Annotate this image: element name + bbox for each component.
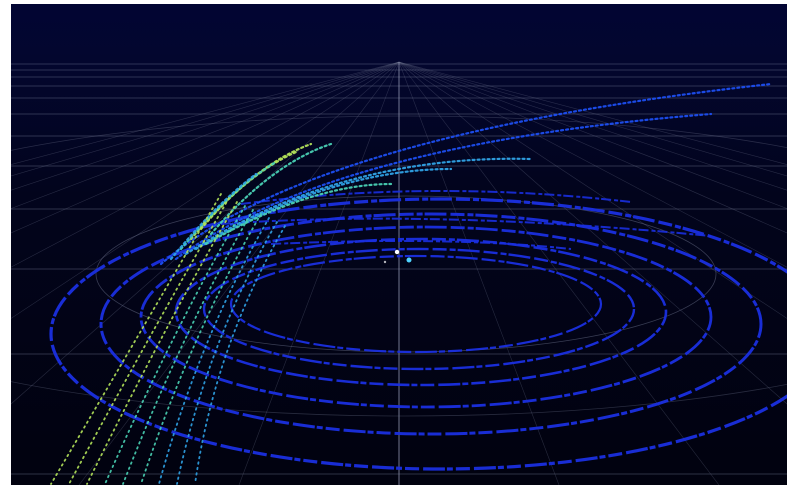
wall-strip-steep xyxy=(122,209,254,485)
wall-strip xyxy=(159,82,773,266)
grid-line xyxy=(78,61,400,485)
grid-line xyxy=(398,61,787,165)
sensor-dot xyxy=(383,260,387,264)
wall-strip-steep xyxy=(194,225,286,485)
grid-line xyxy=(398,61,560,485)
wall-strip-steep xyxy=(50,193,222,485)
grid-line xyxy=(11,61,400,319)
grid-line xyxy=(11,61,400,165)
wall-strip xyxy=(174,112,713,261)
ground-grid xyxy=(11,61,787,485)
wall-strip-steep xyxy=(176,221,278,485)
lidar-ring xyxy=(202,247,636,371)
lidar-ring xyxy=(139,225,713,409)
wall-strip xyxy=(204,182,393,246)
grid-line xyxy=(11,61,400,209)
grid-line xyxy=(398,61,787,268)
grid-line xyxy=(11,61,400,234)
grid-line xyxy=(398,61,787,234)
sensor-dot xyxy=(394,249,400,255)
lidar-ring-points xyxy=(49,190,787,471)
wall-strip xyxy=(169,172,258,261)
lidar-arc xyxy=(270,239,572,250)
lidar-ring xyxy=(229,254,603,354)
point-cloud-viewport[interactable] xyxy=(11,4,787,485)
grid-line xyxy=(398,61,787,405)
lidar-ring xyxy=(99,212,763,436)
lidar-ring xyxy=(49,197,787,471)
sensor-dot xyxy=(406,257,412,263)
grid-line xyxy=(11,61,400,268)
grid-line xyxy=(398,61,787,209)
lidar-ring xyxy=(174,237,668,387)
grid-line xyxy=(11,61,400,191)
lidar-arc xyxy=(220,217,712,237)
grid-line xyxy=(11,61,400,177)
wall-strip-steep xyxy=(104,205,246,485)
range-circle xyxy=(11,115,787,417)
wall-strip xyxy=(209,142,333,236)
lidar-arc xyxy=(240,190,632,205)
grid-line xyxy=(238,61,400,485)
grid-line xyxy=(398,61,787,177)
wall-strip-steep xyxy=(140,213,262,485)
wall-point-strips xyxy=(50,82,773,485)
sensor-origin-marker xyxy=(383,249,412,264)
grid-line xyxy=(398,61,787,319)
grid-line xyxy=(11,61,400,405)
point-cloud-canvas[interactable] xyxy=(11,4,787,485)
wall-strip-steep xyxy=(86,201,238,485)
wall-strip xyxy=(194,167,453,251)
grid-line xyxy=(398,61,787,191)
wall-strip xyxy=(184,157,533,256)
